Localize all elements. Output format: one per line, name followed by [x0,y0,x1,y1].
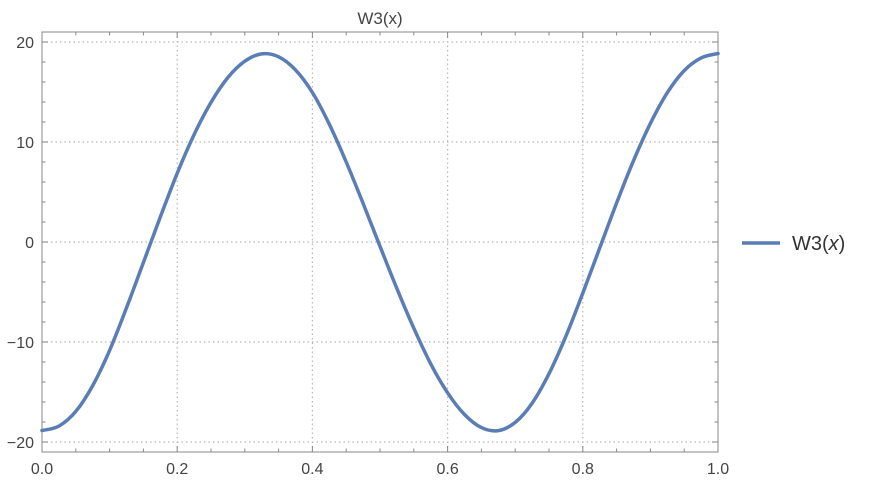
legend-label: W3(x) [792,233,845,255]
x-tick-label: 0.4 [301,461,323,478]
x-tick-label: 1.0 [707,461,729,478]
x-tick-label: 0.8 [572,461,594,478]
legend: W3(x) [742,233,845,255]
y-tick-label: 10 [16,135,34,152]
y-tick-label: 0 [25,235,34,252]
y-tick-label: 20 [16,35,34,52]
x-tick-labels: 0.0 0.2 0.4 0.6 0.8 1.0 [31,461,729,478]
y-tick-label: −10 [7,335,34,352]
x-tick-label: 0.6 [436,461,458,478]
y-tick-label: −20 [7,435,34,452]
x-tick-label: 0.2 [166,461,188,478]
chart-title: W3(x) [357,9,402,28]
y-tick-labels: 20 10 0 −10 −20 [7,35,34,452]
tick-marks [41,32,719,452]
x-tick-label: 0.0 [31,461,53,478]
series-line-w3 [40,51,720,433]
